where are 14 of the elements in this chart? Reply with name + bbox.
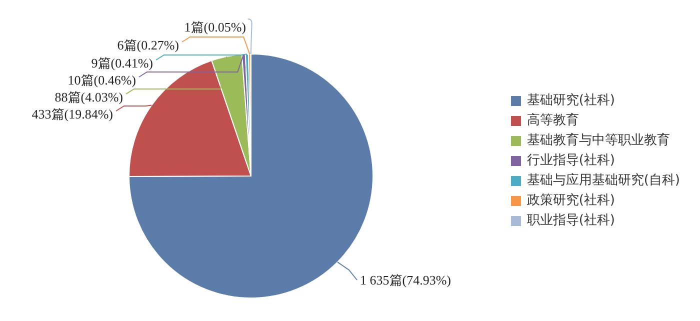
legend-label: 行业指导(社科)	[526, 152, 615, 170]
data-label: 6篇(0.27%)	[117, 38, 179, 52]
data-label: 1 635篇(74.93%)	[360, 272, 451, 288]
data-label: 88篇(4.03%)	[54, 90, 123, 104]
legend-label: 基础与应用基础研究(自科)	[526, 172, 680, 190]
legend-label: 政策研究(社科)	[526, 192, 615, 210]
legend-label: 职业指导(社科)	[526, 212, 615, 230]
data-label: 1篇(0.05%)	[184, 20, 246, 34]
data-label: 10篇(0.46%)	[68, 72, 136, 88]
data-label: 433篇(19.84%)	[32, 106, 113, 122]
legend-label: 高等教育	[526, 112, 579, 130]
legend-label: 基础研究(社科)	[526, 92, 615, 110]
legend-label: 基础教育与中等职业教育	[526, 132, 670, 150]
data-label: 9篇(0.41%)	[91, 56, 153, 70]
